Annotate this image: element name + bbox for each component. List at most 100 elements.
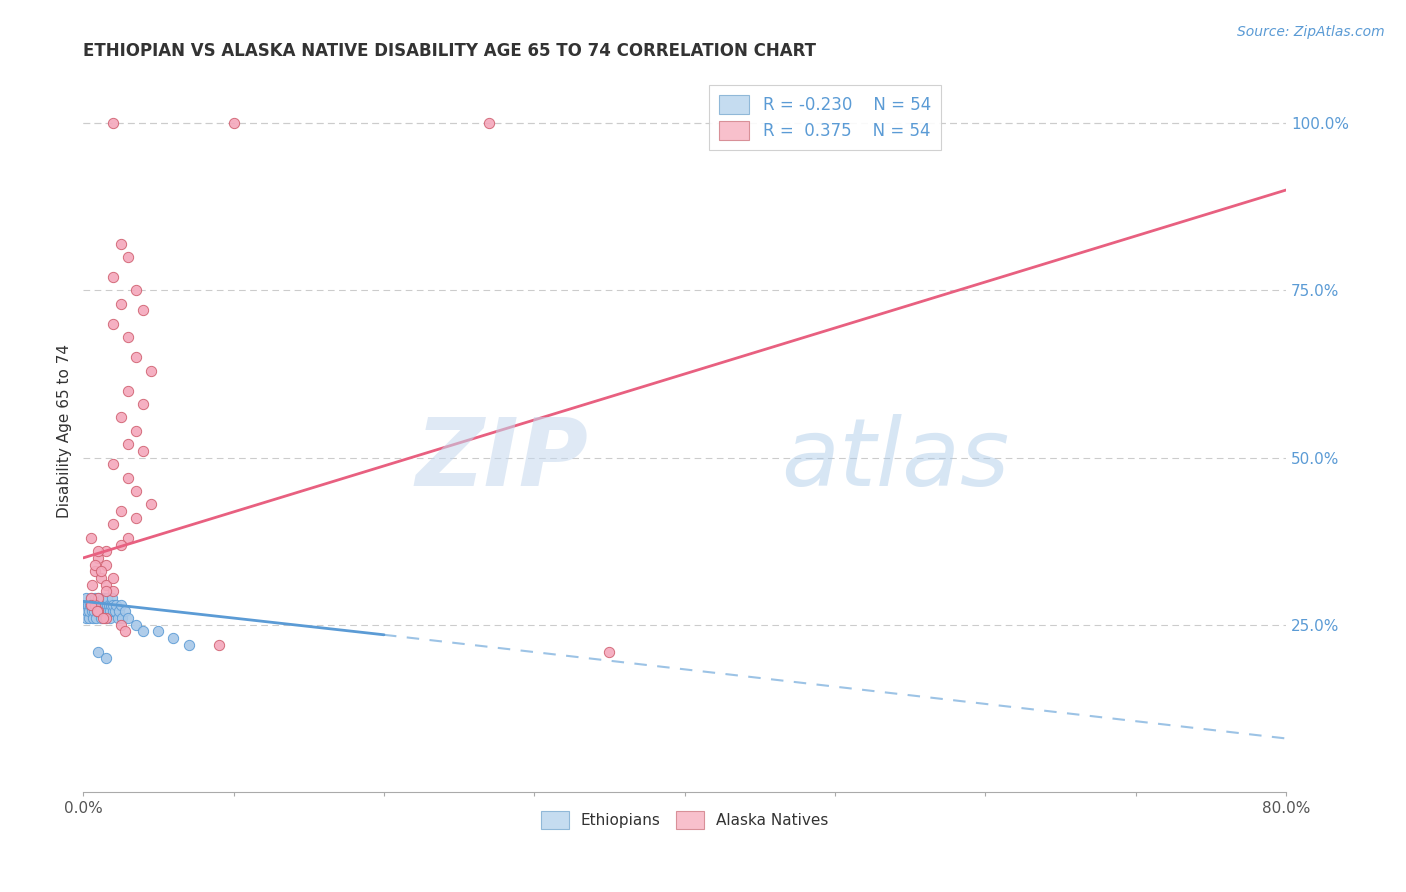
Point [90,564,112,578]
Point [80,531,103,545]
Point [77,611,100,625]
Point [132,443,155,458]
Point [84,558,107,572]
Point [108,604,131,618]
Point [91,598,114,612]
Point [84,611,107,625]
Point [76,598,98,612]
Point [132,624,155,639]
Point [87,544,110,558]
Point [89,598,111,612]
Point [84,564,107,578]
Point [105,598,128,612]
Point [125,617,148,632]
Point [103,317,125,331]
Point [148,624,170,639]
Point [97,598,120,612]
Point [139,363,162,377]
Text: Source: ZipAtlas.com: Source: ZipAtlas.com [1237,25,1385,39]
Point [98,604,121,618]
Point [103,116,125,130]
Point [100,598,122,612]
Point [75,611,97,625]
Point [87,644,110,658]
Point [101,604,124,618]
Point [87,591,110,605]
Point [139,497,162,511]
Point [117,531,139,545]
Point [79,598,101,612]
Point [101,591,124,605]
Point [125,483,148,498]
Point [87,604,110,618]
Point [478,116,501,130]
Text: ZIP: ZIP [416,414,589,506]
Point [117,470,139,484]
Point [79,604,101,618]
Point [94,651,117,665]
Point [91,591,114,605]
Point [125,350,148,364]
Point [103,598,125,612]
Point [96,591,118,605]
Point [87,591,110,605]
Point [97,604,120,618]
Point [94,544,117,558]
Point [117,330,139,344]
Point [90,611,112,625]
Point [104,604,127,618]
Point [110,410,132,425]
Point [75,591,97,605]
Point [82,577,104,591]
Text: ETHIOPIAN VS ALASKA NATIVE DISABILITY AGE 65 TO 74 CORRELATION CHART: ETHIOPIAN VS ALASKA NATIVE DISABILITY AG… [83,42,817,60]
Point [82,598,104,612]
Point [117,250,139,264]
Point [117,384,139,398]
Point [96,598,118,612]
Point [73,598,96,612]
Point [117,611,139,625]
Point [107,611,129,625]
Point [103,457,125,471]
Point [598,644,620,658]
Point [114,624,136,639]
Point [80,591,103,605]
Point [103,517,125,532]
Point [114,604,136,618]
Point [110,504,132,518]
Point [125,424,148,438]
Point [87,604,110,618]
Point [84,598,107,612]
Point [82,611,104,625]
Point [103,584,125,599]
Point [94,577,117,591]
Point [93,604,115,618]
Point [80,598,103,612]
Legend: Ethiopians, Alaska Natives: Ethiopians, Alaska Natives [536,805,834,835]
Point [110,617,132,632]
Point [103,571,125,585]
Point [86,598,108,612]
Point [94,558,117,572]
Point [177,638,200,652]
Point [125,284,148,298]
Point [80,604,103,618]
Point [94,611,117,625]
Point [90,604,112,618]
Point [94,604,117,618]
Point [91,611,114,625]
Point [98,611,121,625]
Text: atlas: atlas [780,414,1010,505]
Point [86,604,108,618]
Point [93,598,115,612]
Y-axis label: Disability Age 65 to 74: Disability Age 65 to 74 [58,343,72,517]
Point [110,537,132,551]
Point [87,550,110,565]
Point [162,631,184,645]
Point [110,297,132,311]
Point [76,604,98,618]
Point [80,591,103,605]
Point [83,591,105,605]
Point [94,611,117,625]
Point [132,303,155,318]
